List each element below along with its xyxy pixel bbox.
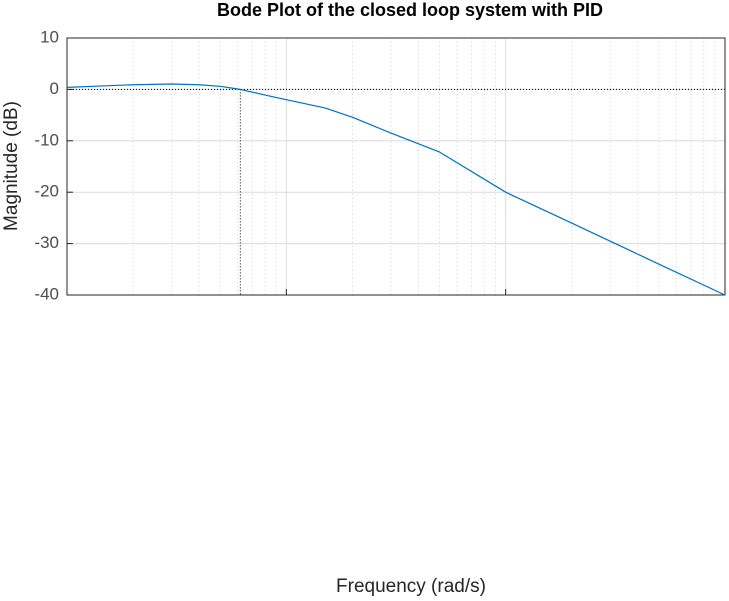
x-axis-label: Frequency (rad/s) [336,576,486,597]
y-tick-label: 0 [50,79,59,98]
y-tick-label: -10 [34,130,59,149]
data-line [66,83,726,296]
y-axis-label: Magnitude (dB) [1,101,22,231]
y-tick-label: -40 [34,284,59,303]
y-tick-label: -20 [34,182,59,201]
y-tick-label: -30 [34,233,59,252]
y-tick-label: 10 [40,27,59,46]
plot-frame [66,37,726,296]
chart-title: Bode Plot of the closed loop system with… [217,0,603,20]
